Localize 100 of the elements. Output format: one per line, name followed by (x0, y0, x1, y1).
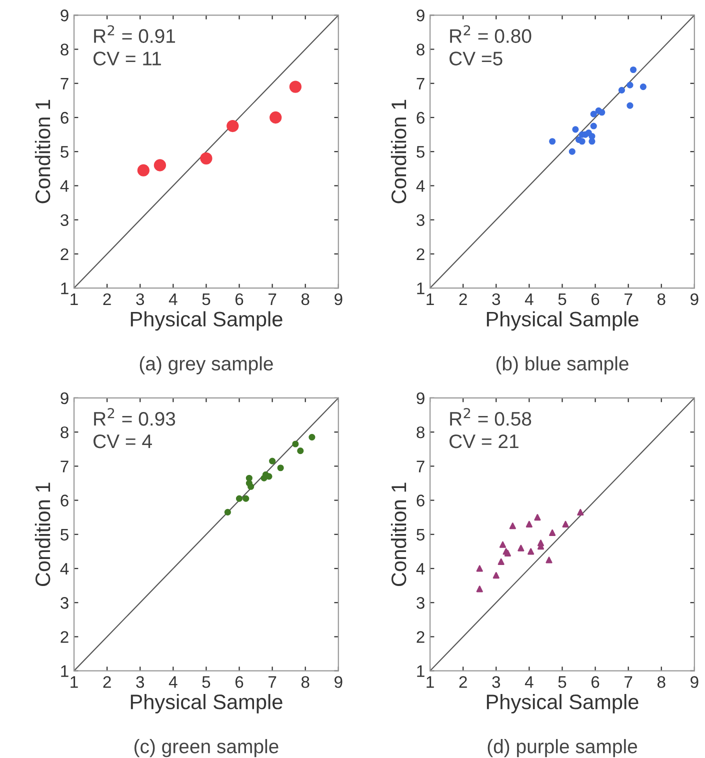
point (626, 82, 634, 88)
y-tick-label: 7 (416, 78, 424, 90)
x-tick-label: 6 (235, 676, 244, 688)
x-tick-label: 3 (136, 293, 144, 306)
y-tick-label: 3 (60, 214, 68, 226)
annotation: R$^{2}$ = 0.80 CV =5 (450, 25, 532, 66)
point (562, 520, 569, 528)
point (200, 152, 212, 164)
y-tick-label: 6 (60, 112, 68, 124)
x-tick-label: 8 (301, 293, 310, 306)
annotation: R$^{2}$ = 0.91 CV = 11 (94, 25, 176, 66)
x-tick-label: 3 (492, 293, 500, 306)
x-tick-label: 1 (70, 676, 78, 688)
y-tick-label: 8 (60, 44, 68, 56)
point (640, 84, 646, 90)
point (236, 495, 243, 502)
text: (a) grey sample (140, 356, 273, 374)
y-tick-label: 2 (416, 248, 424, 260)
x-tick-label: 4 (524, 676, 534, 688)
x-tick-label: 4 (524, 294, 534, 305)
x-tick-label: 5 (558, 294, 566, 306)
point (630, 66, 637, 74)
x-tick-label: 8 (657, 293, 666, 306)
annotation: R$^{2}$ = 0.93 CV = 4 (94, 408, 176, 448)
point (224, 508, 231, 516)
point (546, 556, 552, 564)
y-tick-label: 7 (416, 460, 424, 472)
point (618, 86, 626, 94)
point (526, 520, 532, 528)
x-tick-label: 6 (235, 293, 244, 306)
x-tick-label: 1 (70, 294, 78, 305)
point (289, 80, 302, 93)
x-tick-label: 3 (136, 676, 144, 688)
point (137, 164, 150, 176)
y-tick-label: 9 (60, 10, 68, 22)
x-tick-label: 7 (268, 676, 276, 688)
point (492, 572, 500, 579)
point (246, 474, 252, 482)
point (308, 434, 316, 440)
x-tick-label: 8 (657, 676, 666, 688)
point (590, 122, 597, 130)
point (499, 541, 506, 548)
x-tick-label: 6 (591, 293, 600, 306)
x-tick-label: 5 (202, 294, 210, 306)
y-tick-label: 5 (416, 146, 424, 158)
x-tick-label: 9 (690, 676, 698, 688)
x-tick-label: 7 (624, 294, 632, 305)
x-tick-label: 5 (558, 676, 566, 688)
y-tick-label: 5 (60, 146, 68, 158)
y-tick-label: 5 (416, 528, 424, 541)
point (476, 586, 483, 592)
y-tick-label: 7 (60, 460, 68, 472)
x-tick-label: 7 (624, 676, 632, 688)
y-tick-label: 4 (60, 563, 69, 575)
x-tick-label: 9 (690, 293, 698, 306)
x-tick-label: 2 (103, 676, 111, 688)
x-tick-label: 1 (426, 294, 434, 305)
point (537, 540, 544, 546)
x-axis-title: Physical Sample (486, 311, 638, 331)
y-tick-label: 3 (416, 597, 424, 609)
y-tick-label: 9 (416, 392, 424, 404)
y-tick-label: 7 (60, 78, 68, 90)
point (568, 148, 576, 155)
point (242, 495, 250, 502)
point (476, 565, 483, 572)
y-tick-label: 2 (416, 631, 424, 643)
x-tick-label: 2 (459, 293, 467, 305)
point (534, 514, 541, 521)
y-tick-label: 1 (417, 282, 424, 294)
y-tick-label: 6 (416, 112, 424, 124)
x-tick-label: 5 (202, 676, 210, 688)
y-tick-label: 9 (60, 392, 68, 404)
point (549, 529, 556, 536)
x-tick-label: 2 (459, 676, 467, 688)
point (292, 440, 299, 448)
y-tick-label: 4 (416, 563, 425, 575)
y-axis-title: Condition 1 (34, 100, 50, 204)
x-axis-title: Physical Sample (130, 694, 282, 714)
point (572, 126, 579, 133)
point (269, 458, 276, 464)
x-tick-label: 8 (301, 676, 310, 688)
point (626, 102, 634, 109)
point (588, 132, 596, 140)
y-axis-title: Condition 1 (390, 482, 406, 586)
y-tick-label: 5 (60, 528, 68, 541)
y-tick-label: 8 (416, 44, 424, 56)
x-tick-label: 4 (168, 294, 178, 305)
annotation: R$^{2}$ = 0.58 CV = 21 (450, 408, 532, 448)
point (297, 448, 304, 454)
point (498, 558, 504, 565)
y-tick-label: 4 (416, 180, 425, 192)
y-tick-label: 4 (60, 180, 69, 192)
text: (d) purple sample (488, 739, 638, 758)
point (154, 159, 166, 172)
y-tick-label: 9 (416, 10, 424, 22)
y-tick-label: 1 (61, 282, 68, 294)
y-tick-label: 6 (60, 494, 68, 506)
y-tick-label: 3 (60, 597, 68, 609)
x-tick-label: 6 (591, 676, 600, 688)
point (598, 109, 606, 116)
